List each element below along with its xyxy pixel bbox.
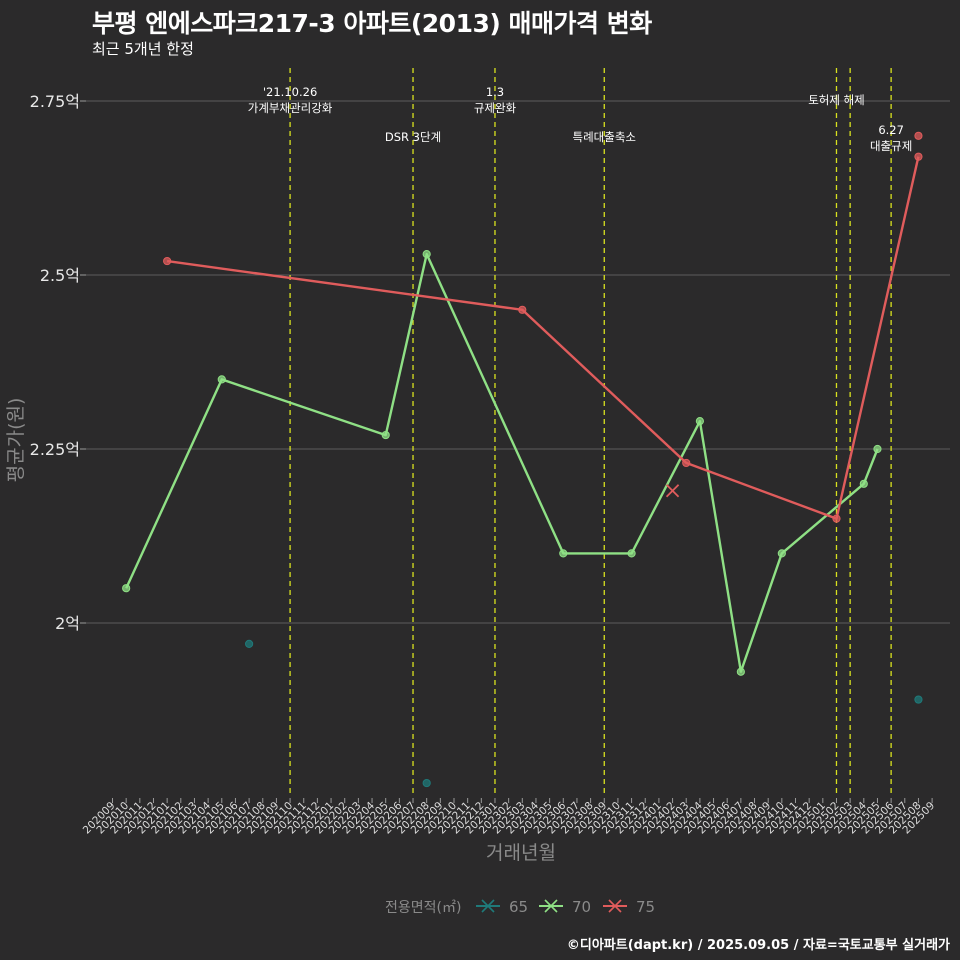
legend-label-65: 65 [509,898,528,916]
legend-label-70: 70 [572,898,591,916]
legend-key-marker [544,899,558,913]
series-70-point [627,549,636,558]
event-label: 6.27 [878,123,904,137]
event-label: '21.10.26 [263,85,317,99]
series-70-point [559,549,568,558]
y-tick-label: 2.75억 [30,92,80,111]
series-65-point [245,639,254,648]
series-75-point [682,458,691,468]
chart-subtitle: 최근 5개년 한정 [92,40,194,58]
series-70-point [873,444,882,454]
y-axis-title: 평균가(원) [5,398,27,483]
series-75-point [163,256,172,266]
series-75-point [518,305,527,314]
series-70-point [859,479,868,488]
series-75-line [166,156,920,520]
event-label: 규제완화 [474,101,517,115]
series-75-cross-mark [665,484,680,498]
legend-key-marker [608,899,622,913]
series-70-point [381,430,390,440]
event-label: DSR 3단계 [385,130,441,144]
event-label: 특례대출축소 [573,130,636,144]
y-tick-label: 2억 [55,614,80,633]
series-70-point [695,417,704,426]
event-label: 가계부채관리강화 [248,101,333,115]
series-75-point [914,131,923,140]
series-75-point [832,514,841,523]
legend-label-75: 75 [636,898,655,916]
series-70-point [122,584,131,593]
series-65-point [422,778,431,788]
series-75-point [914,152,923,161]
event-label: 토허제 해제 [808,93,865,107]
source-caption: ©디아파트(dapt.kr) / 2025.09.05 / 자료=국토교통부 실… [566,938,950,953]
event-label: 1.3 [486,85,504,99]
y-tick-label: 2.5억 [40,266,80,285]
chart-title: 부평 엔에스파크217-3 아파트(2013) 매매가격 변화 [92,9,652,38]
y-tick-label: 2.25억 [30,440,80,459]
event-label: 대출규제 [870,139,912,153]
x-axis-title: 거래년월 [486,842,556,864]
legend-key-marker [481,899,495,913]
series-65-point [914,695,923,704]
series-70-line [125,252,879,673]
series-70-point [777,549,786,558]
series-70-point [422,250,431,259]
series-70-point [736,667,745,676]
legend-title: 전용면적(㎡) [385,900,461,916]
series-70-point [217,375,226,384]
